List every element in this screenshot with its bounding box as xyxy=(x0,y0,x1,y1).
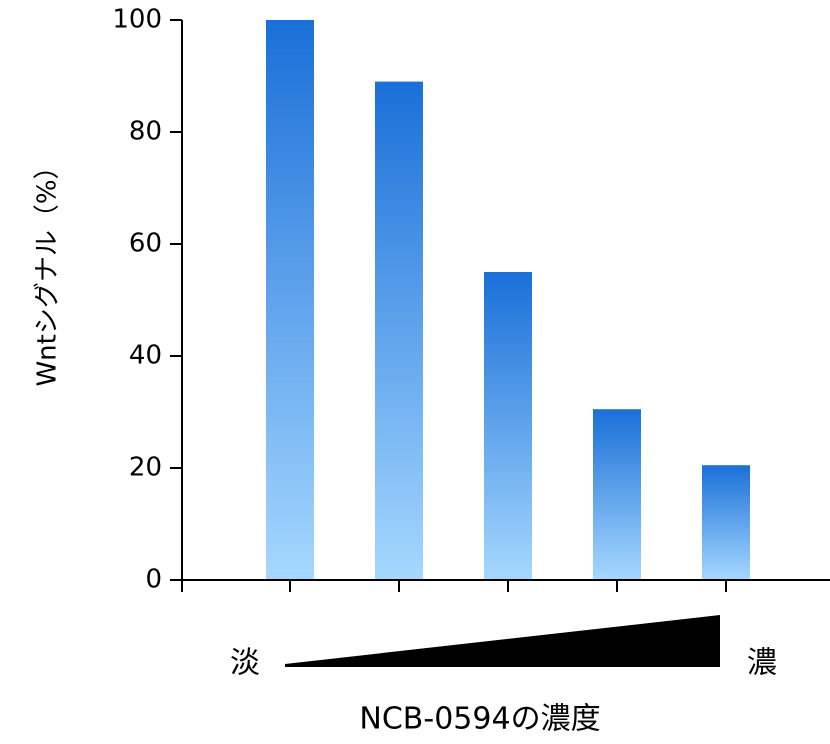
y-axis-title: Wntシグナル（%） xyxy=(33,153,63,386)
x-ticks-group xyxy=(181,580,727,592)
bar-1 xyxy=(266,20,314,580)
y-tick-label-80: 80 xyxy=(129,117,162,147)
bar-2 xyxy=(375,81,423,580)
bar-4 xyxy=(593,409,641,580)
bars-group xyxy=(266,20,750,580)
y-tick-label-60: 60 xyxy=(129,229,162,259)
concentration-wedge xyxy=(285,615,720,667)
y-tick-label-40: 40 xyxy=(129,341,162,371)
x-axis-title: NCB-0594の濃度 xyxy=(359,702,600,737)
bar-3 xyxy=(484,272,532,580)
high-concentration-label: 濃 xyxy=(747,646,777,681)
y-tick-label-100: 100 xyxy=(112,5,162,35)
y-tick-label-20: 20 xyxy=(129,453,162,483)
bar-5 xyxy=(702,465,750,580)
y-ticks-group: 0 20 40 60 80 100 xyxy=(112,5,182,595)
low-concentration-label: 淡 xyxy=(230,646,260,681)
y-tick-label-0: 0 xyxy=(145,565,162,595)
